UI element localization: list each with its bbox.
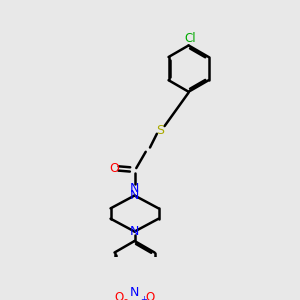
Text: N: N: [130, 182, 139, 195]
Text: O: O: [146, 291, 154, 300]
Text: O: O: [109, 162, 119, 175]
Text: N: N: [130, 286, 139, 299]
Text: N: N: [130, 189, 139, 202]
Text: N: N: [130, 225, 139, 238]
Text: O: O: [115, 291, 124, 300]
Text: +: +: [141, 295, 147, 300]
Text: S: S: [156, 124, 164, 137]
Text: Cl: Cl: [184, 32, 196, 45]
Text: -: -: [123, 294, 127, 300]
